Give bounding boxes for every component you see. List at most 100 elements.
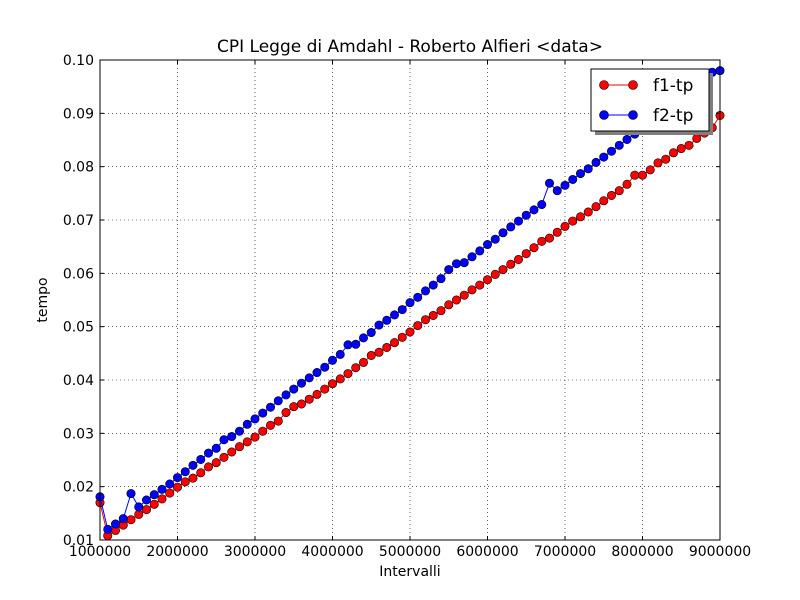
data-point-f2-tp — [103, 524, 113, 534]
data-point-f1-tp — [397, 332, 407, 342]
data-point-f1-tp — [219, 452, 229, 462]
data-point-f1-tp — [591, 202, 601, 212]
legend-f1-marker-right — [628, 80, 638, 90]
data-point-f1-tp — [134, 509, 144, 519]
data-point-f1-tp — [444, 300, 454, 310]
data-point-f2-tp — [552, 186, 562, 196]
data-point-f1-tp — [490, 269, 500, 279]
data-point-f2-tp — [490, 234, 500, 244]
data-point-f2-tp — [599, 152, 609, 162]
data-point-f2-tp — [537, 200, 547, 210]
y-tick-label: 0.03 — [63, 426, 94, 442]
data-point-f1-tp — [482, 275, 492, 285]
data-point-f1-tp — [684, 140, 694, 150]
data-point-f1-tp — [552, 227, 562, 237]
data-point-f2-tp — [498, 228, 508, 238]
data-point-f1-tp — [258, 426, 268, 436]
data-point-f1-tp — [235, 442, 245, 452]
data-point-f2-tp — [173, 473, 183, 483]
x-tick-label: 6000000 — [456, 544, 518, 560]
data-point-f2-tp — [312, 368, 322, 378]
data-point-f2-tp — [165, 479, 175, 489]
legend-f2-marker-right — [628, 110, 638, 120]
x-tick-label: 2000000 — [146, 544, 208, 560]
y-tick-label: 0.08 — [63, 160, 94, 176]
data-point-f1-tp — [165, 488, 175, 498]
data-point-f1-tp — [513, 254, 523, 264]
legend-f2-marker-left — [599, 110, 609, 120]
data-point-f2-tp — [204, 448, 214, 458]
data-point-f2-tp — [118, 514, 128, 524]
data-point-f1-tp — [575, 212, 585, 222]
data-point-f2-tp — [382, 315, 392, 325]
chart-title: CPI Legge di Amdahl - Roberto Alfieri <d… — [217, 37, 603, 57]
data-point-f2-tp — [180, 467, 190, 477]
data-point-f1-tp — [389, 338, 399, 348]
data-point-f2-tp — [327, 355, 337, 365]
x-tick-label: 4000000 — [301, 544, 363, 560]
legend-f1-marker-left — [599, 80, 609, 90]
data-point-f1-tp — [467, 285, 477, 295]
data-point-f2-tp — [134, 502, 144, 512]
data-point-f2-tp — [265, 402, 275, 412]
data-point-f1-tp — [327, 379, 337, 389]
legend: f1-tp f2-tp — [590, 68, 713, 135]
data-point-f2-tp — [591, 157, 601, 167]
data-point-f2-tp — [320, 362, 330, 372]
data-point-f1-tp — [382, 342, 392, 352]
legend-f1-label: f1-tp — [653, 76, 693, 96]
data-point-f2-tp — [451, 259, 461, 269]
x-tick-label: 5000000 — [379, 544, 441, 560]
data-point-f2-tp — [358, 333, 368, 343]
y-tick-label: 0.02 — [63, 480, 94, 496]
data-point-f2-tp — [219, 435, 229, 445]
y-tick-label: 0.05 — [63, 320, 94, 336]
data-point-f1-tp — [366, 350, 376, 360]
data-point-f2-tp — [211, 443, 221, 453]
plot-area: 1000000 2000000 3000000 4000000 5000000 60000… — [63, 53, 751, 560]
data-point-f1-tp — [173, 482, 183, 492]
data-point-f1-tp — [351, 363, 361, 373]
x-tick-label: 9000000 — [689, 544, 751, 560]
data-point-f1-tp — [289, 402, 299, 412]
data-point-f2-tp — [568, 174, 578, 184]
data-point-f2-tp — [157, 484, 167, 494]
data-point-f2-tp — [521, 210, 531, 220]
data-point-f1-tp — [668, 148, 678, 158]
data-point-f1-tp — [343, 369, 353, 379]
data-point-f2-tp — [296, 378, 306, 388]
data-point-f2-tp — [467, 252, 477, 262]
data-point-f1-tp — [599, 196, 609, 206]
data-point-f2-tp — [444, 265, 454, 275]
data-point-f1-tp — [568, 216, 578, 226]
data-point-f1-tp — [188, 473, 198, 483]
y-tick-label: 0.04 — [63, 373, 94, 389]
data-point-f2-tp — [366, 328, 376, 338]
data-point-f2-tp — [420, 286, 430, 296]
data-point-f1-tp — [281, 408, 291, 418]
y-tick-label: 0.10 — [63, 53, 94, 69]
data-point-f1-tp — [637, 170, 647, 180]
data-point-f1-tp — [692, 133, 702, 143]
data-point-f1-tp — [606, 190, 616, 200]
data-point-f2-tp — [529, 205, 539, 215]
data-point-f2-tp — [622, 134, 632, 144]
data-point-f1-tp — [413, 321, 423, 331]
data-point-f2-tp — [389, 310, 399, 320]
y-tick-label: 0.01 — [63, 533, 94, 549]
data-point-f1-tp — [296, 399, 306, 409]
data-point-f1-tp — [436, 306, 446, 316]
data-point-f2-tp — [405, 298, 415, 308]
data-point-f1-tp — [630, 170, 640, 180]
data-point-f1-tp — [451, 295, 461, 305]
data-point-f2-tp — [111, 519, 121, 529]
data-point-f1-tp — [676, 144, 686, 154]
data-point-f1-tp — [420, 315, 430, 325]
data-point-f2-tp — [126, 489, 136, 499]
y-tick-label: 0.06 — [63, 266, 94, 282]
data-point-f2-tp — [560, 180, 570, 190]
x-tick-label: 1000000 — [69, 544, 131, 560]
data-point-f2-tp — [149, 490, 159, 500]
x-tick-label: 8000000 — [611, 544, 673, 560]
